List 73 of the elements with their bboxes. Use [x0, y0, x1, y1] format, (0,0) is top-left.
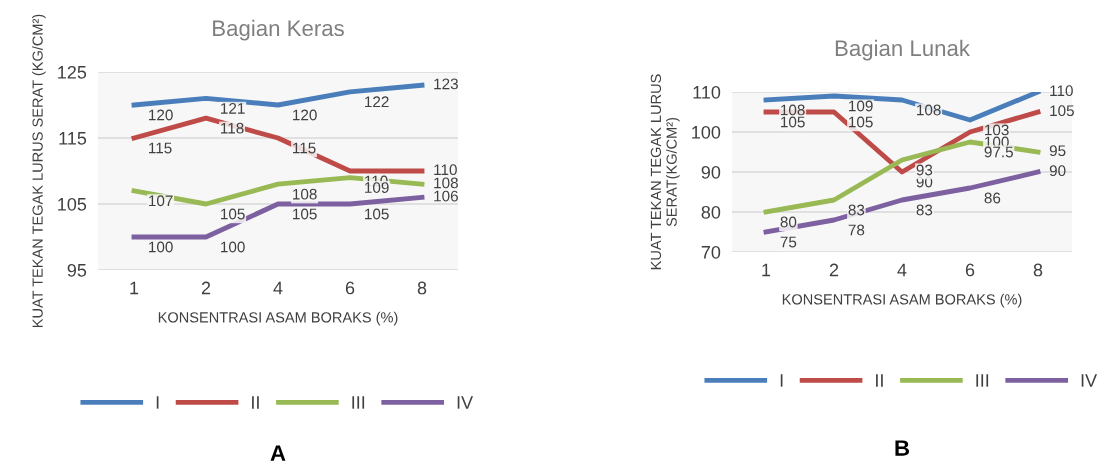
x-axis-title: KONSENTRASI ASAM BORAKS (%): [782, 293, 1022, 308]
x-tick-label: 1: [762, 263, 771, 277]
legend-label: III: [976, 374, 989, 387]
data-label: 107: [149, 195, 173, 207]
x-tick-label: 2: [201, 281, 211, 295]
data-label: 106: [434, 190, 458, 202]
data-label: 105: [1050, 105, 1074, 117]
data-label: 75: [780, 236, 797, 248]
data-label: 100: [221, 241, 245, 253]
data-label: 90: [916, 176, 933, 188]
x-tick-label: 4: [897, 263, 907, 277]
y-tick-label: 115: [59, 132, 87, 145]
y-tick-label: 125: [58, 65, 87, 79]
data-label: 105: [781, 116, 805, 128]
data-label: 80: [780, 216, 797, 228]
data-label: 90: [1049, 165, 1066, 177]
x-axis-title: KONSENTRASI ASAM BORAKS (%): [158, 311, 398, 326]
y-tick-label: 95: [67, 263, 87, 277]
data-label: 118: [221, 122, 244, 134]
x-tick-label: 2: [829, 263, 839, 277]
data-label: 105: [849, 116, 873, 128]
y-axis-title: KUAT TEKAN TEGAK LURUS SERAT (KG/CM²): [32, 14, 46, 328]
y-tick-label: 90: [701, 165, 721, 179]
legend-label: IV: [1081, 374, 1098, 387]
legend-label: I: [156, 396, 159, 409]
data-label: 120: [293, 109, 317, 121]
text: B: [895, 440, 910, 456]
chart-title: Bagian Lunak: [835, 39, 970, 61]
data-label: 115: [149, 142, 172, 154]
data-label: 121: [221, 102, 245, 114]
y-tick-label: 80: [701, 205, 721, 219]
data-label: 108: [434, 177, 458, 189]
x-tick-label: 8: [417, 281, 427, 295]
data-label: 103: [985, 124, 1009, 136]
data-label: 122: [365, 96, 389, 108]
data-label: 105: [221, 208, 245, 220]
data-label: 86: [984, 192, 1001, 204]
data-label: 83: [848, 204, 865, 216]
data-label: 109: [849, 100, 873, 112]
legend-label: III: [352, 396, 365, 409]
data-label: 110: [434, 164, 457, 176]
legend-label: II: [252, 396, 259, 409]
data-label: 78: [848, 224, 865, 236]
data-label: 110: [1050, 85, 1073, 97]
x-tick-label: 8: [1033, 263, 1043, 277]
data-label: 100: [149, 241, 173, 253]
legend-label: I: [780, 374, 783, 387]
data-label: 123: [434, 78, 458, 90]
data-label: 105: [293, 208, 317, 220]
data-label: 120: [149, 109, 173, 121]
legend-label: II: [876, 374, 883, 387]
data-label: 108: [293, 188, 317, 200]
data-label: 97.5: [984, 146, 1013, 158]
y-axis-title: KUAT TEKAN TEGAK LURUS SERAT(KG/CM²): [650, 74, 680, 270]
x-tick-label: 6: [345, 281, 355, 295]
text: A: [270, 445, 286, 461]
y-tick-label: 110: [693, 85, 721, 99]
x-tick-label: 6: [965, 263, 975, 277]
data-label: 115: [293, 142, 316, 154]
data-label: 93: [916, 164, 933, 176]
data-label: 95: [1049, 145, 1066, 157]
data-label: 108: [781, 104, 805, 116]
data-label: 105: [365, 208, 389, 220]
data-label: 83: [916, 204, 933, 216]
x-tick-label: 4: [273, 281, 283, 295]
data-label: 108: [917, 104, 941, 116]
data-label: 100: [985, 136, 1009, 148]
chart-title: Bagian Keras: [213, 19, 344, 41]
x-tick-label: 1: [130, 281, 139, 295]
legend-label: IV: [457, 396, 474, 409]
y-tick-label: 70: [701, 245, 721, 259]
y-tick-label: 100: [692, 125, 721, 139]
y-tick-label: 105: [58, 197, 87, 211]
